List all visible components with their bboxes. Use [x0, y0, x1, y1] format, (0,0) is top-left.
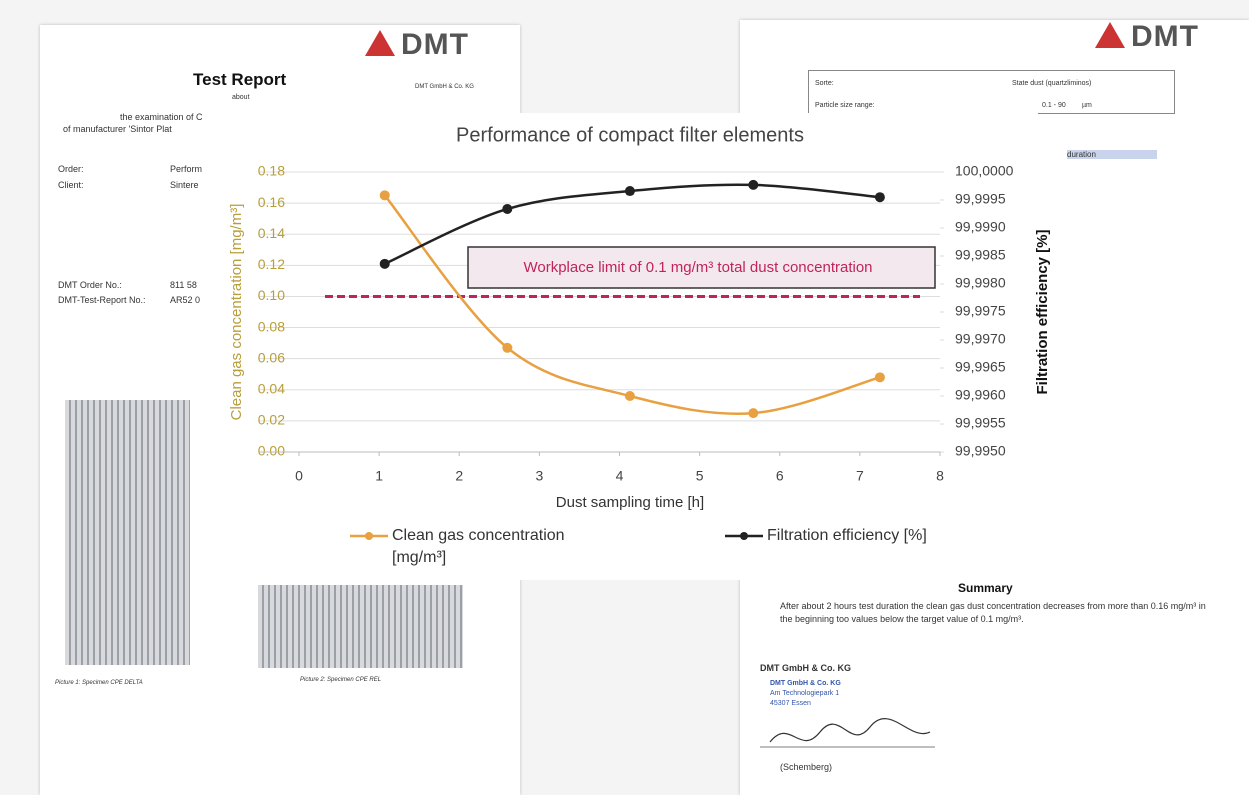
y-tick-label: 0.04 — [258, 380, 285, 396]
legend-label: Clean gas concentration [mg/m³] — [392, 525, 592, 569]
y-tick-label: 0.08 — [258, 318, 285, 334]
x-tick-label: 8 — [936, 468, 944, 484]
y2-axis-label: Filtration efficiency [%] — [1034, 229, 1051, 394]
y-tick-label: 0.18 — [258, 163, 285, 179]
y-tick-label: 0.06 — [258, 349, 285, 365]
annotation: Workplace limit of 0.1 mg/m³ total dust … — [523, 259, 872, 276]
point — [875, 372, 885, 382]
y2-tick-label: 99,9990 — [955, 219, 1006, 235]
legend-marker — [365, 532, 373, 540]
x-tick-label: 0 — [295, 468, 303, 484]
y-tick-label: 0.10 — [258, 287, 285, 303]
y-tick-label: 0.00 — [258, 443, 285, 459]
point — [380, 259, 390, 269]
x-axis-label: Dust sampling time [h] — [556, 494, 704, 511]
point — [625, 391, 635, 401]
x-tick-label: 6 — [776, 468, 784, 484]
y-tick-label: 0.02 — [258, 412, 285, 428]
y-axis-label: Clean gas concentration [mg/m³] — [228, 204, 245, 421]
legend-marker — [740, 532, 748, 540]
point — [748, 408, 758, 418]
y-tick-label: 0.14 — [258, 225, 285, 241]
x-tick-label: 7 — [856, 468, 864, 484]
y-tick-label: 0.16 — [258, 194, 285, 210]
y2-tick-label: 99,9970 — [955, 331, 1006, 347]
x-tick-label: 3 — [535, 468, 543, 484]
y2-tick-label: 100,0000 — [955, 163, 1014, 179]
point — [748, 180, 758, 190]
point — [502, 204, 512, 214]
x-tick-label: 1 — [375, 468, 383, 484]
y2-tick-label: 99,9995 — [955, 191, 1006, 207]
y2-tick-label: 99,9960 — [955, 387, 1006, 403]
y2-tick-label: 99,9980 — [955, 275, 1006, 291]
y2-tick-label: 99,9950 — [955, 443, 1006, 459]
point — [875, 192, 885, 202]
y2-tick-label: 99,9955 — [955, 415, 1006, 431]
x-tick-label: 5 — [696, 468, 704, 484]
legend-label: Filtration efficiency [%] — [767, 525, 967, 547]
chart-title: Performance of compact filter elements — [456, 124, 804, 146]
y2-tick-label: 99,9985 — [955, 247, 1006, 263]
point — [502, 343, 512, 353]
x-tick-label: 2 — [455, 468, 463, 484]
page: DMT DMT Test Report about DMT GmbH & Co.… — [0, 0, 1249, 795]
point — [380, 190, 390, 200]
chart: Performance of compact filter elements D… — [0, 0, 1249, 795]
point — [625, 186, 635, 196]
x-tick-label: 4 — [616, 468, 624, 484]
y2-tick-label: 99,9975 — [955, 303, 1006, 319]
y2-tick-label: 99,9965 — [955, 359, 1006, 375]
y-tick-label: 0.12 — [258, 256, 285, 272]
